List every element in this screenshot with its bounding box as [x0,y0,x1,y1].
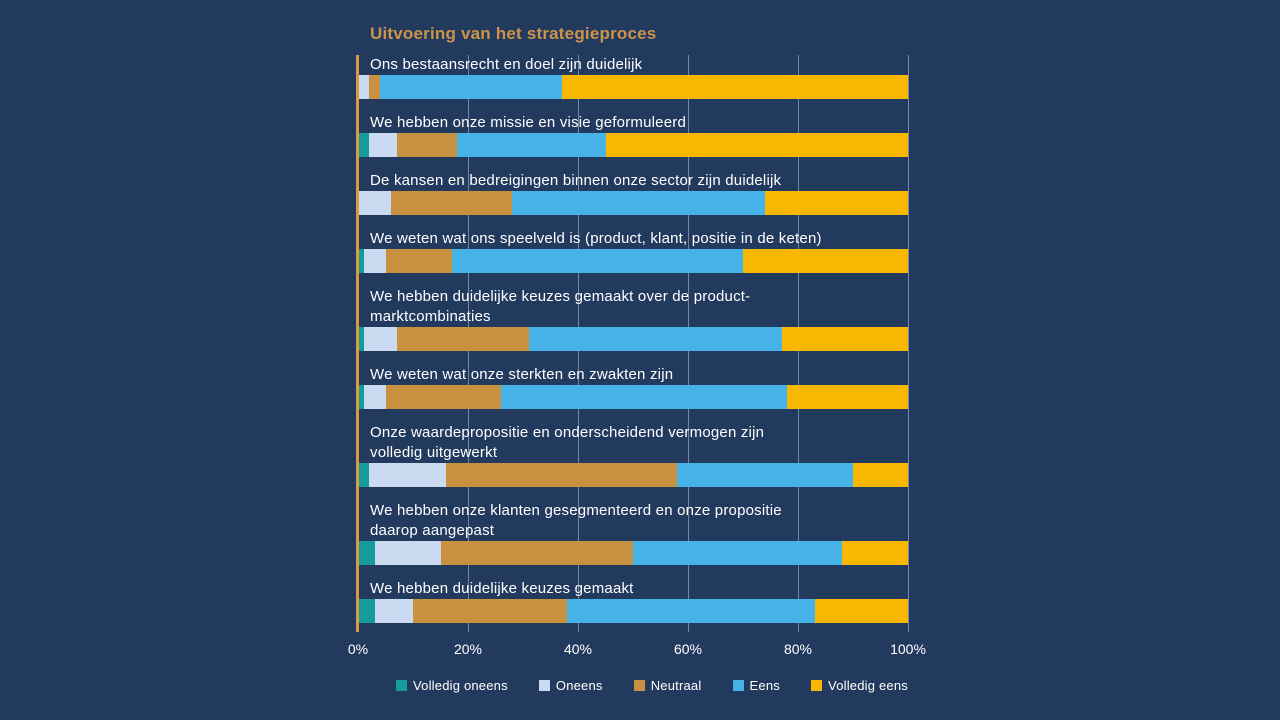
bar-segment-volledig-oneens [358,249,364,273]
bar-segment-eens [457,133,606,157]
legend: Volledig oneens Oneens Neutraal Eens Volledi… [396,678,908,693]
plot-area: Ons bestaansrecht en doel zijn duidelijk… [348,55,926,657]
chart-row: We hebben duidelijke keuzes gemaakt [358,579,908,623]
bar-segment-oneens [358,191,391,215]
legend-item-neutraal: Neutraal [633,678,702,693]
chart-row: We weten wat ons speelveld is (product, … [358,229,908,273]
row-label: We hebben onze missie en visie geformule… [370,114,686,131]
bar-segment-volledig-eens [561,75,908,99]
legend-item-eens: Eens [732,678,780,693]
chart-row: Ons bestaansrecht en doel zijn duidelijk [358,55,908,99]
bar-segment-neutraal [440,541,633,565]
bar-segment-volledig-eens [842,541,908,565]
row-label: We hebben duidelijke keuzes gemaakt [370,580,634,597]
bar-segment-volledig-eens [605,133,908,157]
bar-segment-neutraal [385,385,501,409]
chart-title: Uitvoering van het strategieproces [370,24,657,43]
bar-segment-neutraal [413,599,567,623]
bar-segment-eens [501,385,787,409]
bar-segment-oneens [363,327,397,351]
bar-segment-eens [633,541,842,565]
bar-segment-neutraal [396,327,529,351]
bar-segment-oneens [358,75,369,99]
chart-row: We hebben onze klanten gesegmenteerd en … [358,501,908,565]
legend-item-oneens: Oneens [538,678,603,693]
bar-segment-volledig-eens [781,327,908,351]
row-label: We hebben duidelijke keuzes gemaakt over… [370,288,751,325]
legend-swatch-volledig-oneens [396,680,407,691]
bar-segment-oneens [363,385,386,409]
bar-segment-volledig-eens [743,249,908,273]
stacked-bar [358,385,908,409]
bar-segment-neutraal [391,191,512,215]
row-label: We weten wat ons speelveld is (product, … [370,230,822,247]
bar-segment-neutraal [396,133,457,157]
bar-segment-oneens [374,541,441,565]
bar-segment-volledig-oneens [358,541,375,565]
legend-swatch-volledig-eens [811,680,823,691]
bar-segment-volledig-oneens [358,133,369,157]
legend-label: Volledig oneens [413,678,508,693]
row-label: Onze waardepropositie en onderscheidend … [370,424,765,461]
stacked-bar [358,249,908,273]
bar-rows: Ons bestaansrecht en doel zijn duidelijk… [358,55,908,623]
bar-segment-eens [451,249,743,273]
legend-label: Neutraal [650,678,702,693]
x-tick-100-: 100% [890,641,926,657]
bar-segment-volledig-eens [765,191,908,215]
stacked-bar [358,599,908,623]
chart-row: We hebben duidelijke keuzes gemaakt over… [358,287,908,351]
bar-segment-volledig-eens [853,463,908,487]
bar-segment-eens [567,599,815,623]
bar-segment-neutraal [369,75,380,99]
chart-row: We weten wat onze sterkten en zwakten zi… [358,365,908,409]
legend-swatch-neutraal [633,680,645,691]
stacked-bar [358,75,908,99]
bar-segment-eens [380,75,562,99]
row-label: We hebben onze klanten gesegmenteerd en … [370,502,782,539]
stacked-bar [358,327,908,351]
stacked-bar [358,191,908,215]
chart-row: We hebben onze missie en visie geformule… [358,113,908,157]
bar-segment-oneens [369,463,446,487]
bar-segment-volledig-oneens [358,599,375,623]
legend-label: Oneens [555,678,603,693]
legend-item-volledig-eens: Volledig eens [811,678,908,693]
bar-segment-eens [512,191,765,215]
bar-segment-oneens [374,599,413,623]
chart-row: Onze waardepropositie en onderscheidend … [358,423,908,487]
bar-segment-oneens [363,249,386,273]
x-tick-20-: 20% [453,641,483,657]
bar-segment-volledig-oneens [358,327,364,351]
stacked-bar [358,541,908,565]
bar-segment-volledig-eens [814,599,908,623]
bar-segment-neutraal [385,249,452,273]
x-tick-0-: 0% [347,641,369,657]
x-tick-80-: 80% [783,641,813,657]
gridline-100 [908,55,909,632]
row-label: De kansen en bedreigingen binnen onze se… [370,172,782,189]
legend-item-volledig-oneens: Volledig oneens [396,678,508,693]
legend-label: Eens [749,678,780,693]
legend-label: Volledig eens [828,678,908,693]
row-label: We weten wat onze sterkten en zwakten zi… [370,366,674,383]
bar-segment-neutraal [446,463,677,487]
chart-row: De kansen en bedreigingen binnen onze se… [358,171,908,215]
x-tick-40-: 40% [563,641,593,657]
y-axis-line [356,55,359,632]
stacked-bar [358,463,908,487]
bar-segment-volledig-oneens [358,463,369,487]
stacked-bar [358,133,908,157]
bar-segment-eens [677,463,853,487]
row-label: Ons bestaansrecht en doel zijn duidelijk [370,56,643,73]
x-tick-60-: 60% [673,641,703,657]
legend-swatch-eens [732,680,744,691]
bar-segment-eens [528,327,782,351]
bar-segment-volledig-oneens [358,385,364,409]
bar-segment-volledig-eens [787,385,908,409]
legend-swatch-oneens [538,680,550,691]
bar-segment-oneens [369,133,397,157]
